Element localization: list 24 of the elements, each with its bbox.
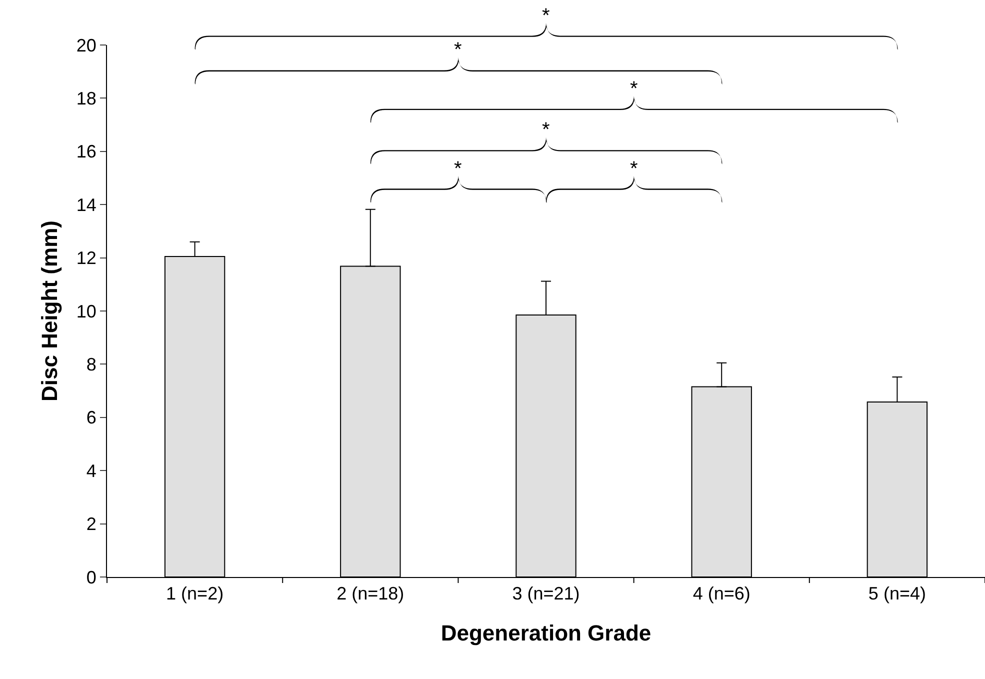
x-tick-label: 2 (n=18) xyxy=(336,584,404,604)
x-tick-label: 3 (n=21) xyxy=(512,584,580,604)
y-tick-label: 6 xyxy=(86,408,96,428)
annotation: * xyxy=(542,119,550,141)
y-tick-label: 0 xyxy=(86,567,96,588)
annotation: * xyxy=(630,78,638,100)
y-tick-label: 12 xyxy=(76,248,96,268)
y-tick-label: 4 xyxy=(86,460,96,481)
y-tick-label: 20 xyxy=(76,35,96,56)
x-tick-label: 1 (n=2) xyxy=(166,584,224,604)
x-tick-label: 4 (n=6) xyxy=(692,584,750,604)
annotation: * xyxy=(454,39,462,61)
y-tick-label: 10 xyxy=(76,301,96,322)
y-tick-label: 14 xyxy=(76,194,96,215)
y-tick-label: 18 xyxy=(76,88,96,108)
y-tick-label: 2 xyxy=(86,514,96,534)
text: * xyxy=(542,5,550,27)
y-tick-label: 8 xyxy=(86,354,96,374)
annotation: * xyxy=(454,158,462,180)
annotation: * xyxy=(630,158,638,180)
y-tick-label: 16 xyxy=(76,142,96,162)
y-axis-title: Disc Height (mm) xyxy=(37,220,62,402)
x-tick-label: 5 (n=4) xyxy=(868,584,926,604)
x-axis-title: Degeneration Grade xyxy=(440,620,652,646)
